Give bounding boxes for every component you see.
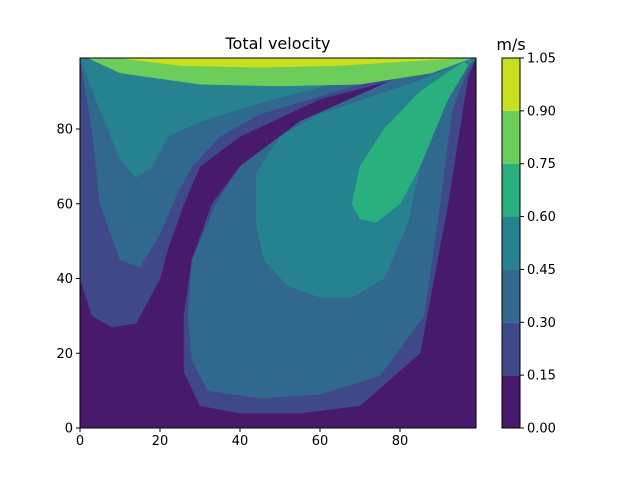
colorbar-segment — [502, 322, 520, 376]
y-tick-label: 40 — [56, 272, 73, 287]
colorbar-segment — [502, 216, 520, 270]
colorbar-segment — [502, 163, 520, 217]
chart-title: Total velocity — [225, 34, 331, 53]
y-tick-label: 20 — [56, 347, 73, 362]
x-tick-label: 60 — [312, 434, 329, 449]
x-tick-label: 40 — [232, 434, 249, 449]
colorbar-tick-label: 0.15 — [527, 369, 556, 384]
x-tick-label: 20 — [152, 434, 169, 449]
y-axis: 0 20 40 60 80 — [56, 123, 80, 437]
colorbar-tick-label: 0.30 — [527, 316, 556, 331]
x-tick-label: 0 — [76, 434, 84, 449]
contour-band-0.90-1.05 — [119, 58, 461, 68]
contour-band-0.60-0.75 — [351, 61, 469, 223]
colorbar-segment — [502, 269, 520, 323]
x-axis: 0 20 40 60 80 — [76, 428, 408, 449]
colorbar: 0.00 0.15 0.30 0.45 0.60 0.75 0.90 1.05 — [501, 52, 556, 437]
colorbar-tick-label: 0.60 — [527, 210, 556, 225]
colorbar-tick-label: 0.00 — [527, 422, 556, 437]
colorbar-segment — [502, 58, 520, 111]
colorbar-frame — [501, 57, 521, 429]
contour-band-0.45-0.60 — [80, 58, 476, 298]
colorbar-segment — [502, 110, 520, 164]
x-tick-label: 80 — [392, 434, 409, 449]
colorbar-tick-label: 0.45 — [527, 263, 556, 278]
y-tick-label: 60 — [56, 197, 73, 212]
colorbar-tick-label: 1.05 — [527, 52, 556, 67]
plot-frame — [79, 57, 477, 429]
colorbar-tick-label: 0.75 — [527, 157, 556, 172]
y-tick-label: 80 — [56, 123, 73, 138]
y-tick-label: 0 — [65, 422, 73, 437]
plot-area — [80, 58, 476, 428]
colorbar-tick-label: 0.90 — [527, 104, 556, 119]
colorbar-unit-label: m/s — [496, 35, 525, 54]
colorbar-segment — [502, 375, 520, 428]
